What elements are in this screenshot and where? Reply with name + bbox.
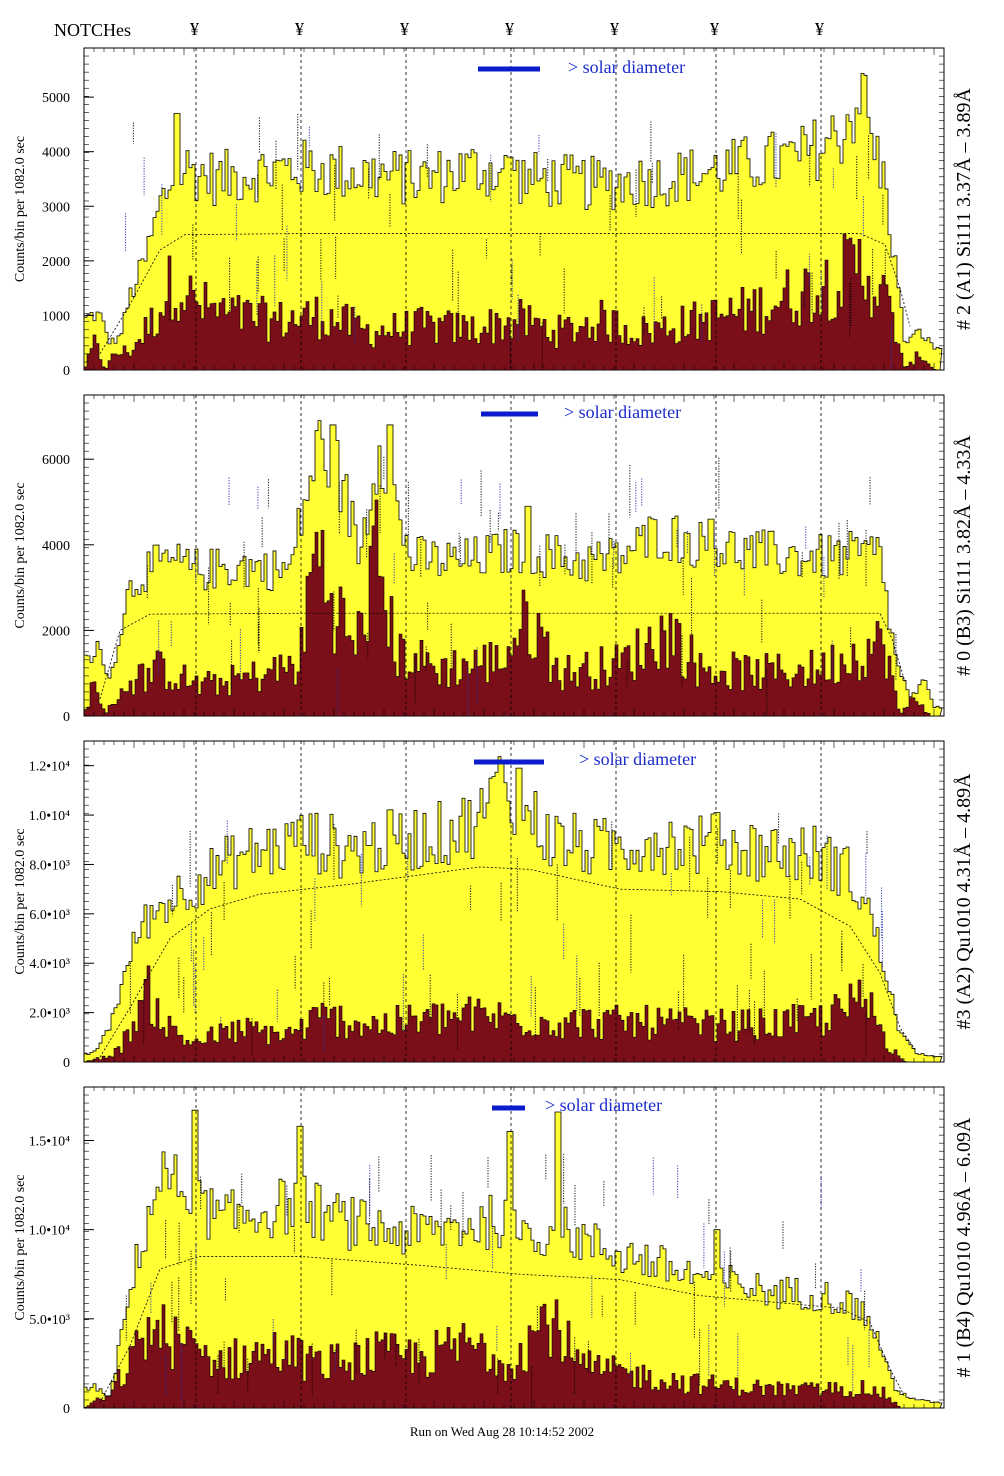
y-tick-label: 4.0•10³ (29, 957, 70, 972)
y-tick-label: 0 (63, 710, 70, 725)
plot-area (84, 395, 943, 716)
panel-title: #3 (A2) Qu1010 4.31Å – 4.89Å (953, 773, 975, 1030)
notch-marker-4: ¥ (505, 19, 514, 39)
panel-1: 0 1000 2000 3000 4000 5000 Counts/bin per 1082… (13, 47, 975, 379)
model-dashed-curve (99, 1256, 906, 1403)
y-tick-label: 1.5•10⁴ (29, 1135, 70, 1150)
notch-marker-1: ¥ (190, 19, 199, 39)
y-axis-label: Counts/bin per 1082.0 sec (13, 1174, 28, 1320)
model-dashed-curve (99, 233, 911, 354)
notch-marker-6: ¥ (710, 19, 719, 39)
y-tick-label: 8.0•10³ (29, 858, 70, 873)
y-tick-label: 2.0•10³ (29, 1007, 70, 1022)
y-tick-label: 4000 (42, 146, 70, 161)
series-total-counts (84, 72, 943, 370)
y-tick-label: 2000 (42, 255, 70, 270)
series-total-counts (84, 420, 943, 716)
panel-2: 0 2000 4000 6000 Counts/bin per 1082.0 sec # … (13, 394, 975, 725)
series-lower-counts (84, 233, 942, 370)
legend-solar-diameter-label: > solar diameter (579, 749, 696, 769)
series-lower-counts (84, 965, 942, 1062)
notch-header-label: NOTCHes (54, 20, 131, 40)
y-tick-label: 2000 (42, 624, 70, 639)
legend-solar-diameter-label: > solar diameter (545, 1095, 662, 1115)
y-tick-label: 4000 (42, 539, 70, 554)
y-tick-label: 3000 (42, 200, 70, 215)
y-tick-label: 5.0•10³ (29, 1313, 70, 1328)
panel-4: 0 5.0•10³ 1.0•10⁴ 1.5•10⁴ Counts/bin per 108… (13, 1086, 975, 1417)
y-tick-label: 1000 (42, 309, 70, 324)
y-axis-label: Counts/bin per 1082.0 sec (13, 828, 28, 974)
y-tick-label: 0 (63, 1402, 70, 1417)
y-axis-label: Counts/bin per 1082.0 sec (13, 136, 28, 282)
y-tick-label: 1.2•10⁴ (29, 760, 70, 775)
y-tick-label: 6000 (42, 453, 70, 468)
y-tick-label: 1.0•10⁴ (29, 809, 70, 824)
notch-marker-2: ¥ (295, 19, 304, 39)
plot-area (84, 48, 943, 370)
series-lower-counts (84, 1299, 942, 1408)
y-axis-label: Counts/bin per 1082.0 sec (13, 482, 28, 628)
y-tick-label: 0 (63, 1056, 70, 1071)
series-total-counts (84, 756, 943, 1062)
notch-marker-7: ¥ (815, 19, 824, 39)
y-tick-label: 0 (63, 364, 70, 379)
panel-title: # 0 (B3) Si111 3.82Å – 4.33Å (953, 435, 975, 676)
legend-solar-diameter-label: > solar diameter (568, 57, 685, 77)
y-tick-label: 5000 (42, 91, 70, 106)
panel-3: 0 2.0•10³ 4.0•10³ 6.0•10³ 8.0•10³ 1.0•10⁴ 1.2•… (13, 740, 975, 1071)
y-tick-label: 1.0•10⁴ (29, 1224, 70, 1239)
legend-solar-diameter-label: > solar diameter (564, 402, 681, 422)
series-lower-counts (84, 499, 942, 716)
notch-marker-5: ¥ (610, 19, 619, 39)
run-timestamp: Run on Wed Aug 28 10:14:52 2002 (409, 1424, 595, 1439)
notch-marker-3: ¥ (400, 19, 409, 39)
panel-title: # 1 (B4) Qu1010 4.96Å – 6.09Å (953, 1117, 975, 1378)
plot-area (84, 741, 943, 1062)
model-dashed-curve (99, 866, 916, 1058)
series-total-counts (84, 1109, 943, 1408)
panel-title: # 2 (A1) Si111 3.37Å – 3.89Å (953, 88, 975, 330)
y-tick-label: 6.0•10³ (29, 908, 70, 923)
plot-area (84, 1087, 943, 1408)
